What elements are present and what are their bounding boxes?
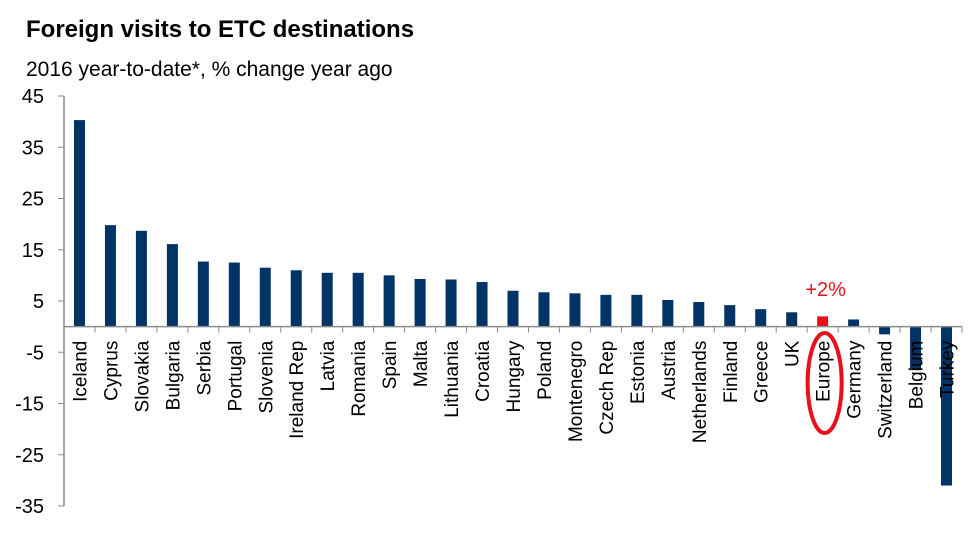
bar-germany xyxy=(848,319,860,327)
bar-ireland-rep xyxy=(290,270,302,327)
x-category-label: Germany xyxy=(845,340,866,419)
bar-estonia xyxy=(631,294,643,327)
x-category-label: Czech Rep xyxy=(597,341,618,435)
y-tick-label: 5 xyxy=(33,291,44,313)
x-category-label: Belgium xyxy=(907,341,928,410)
chart-subtitle: 2016 year-to-date*, % change year ago xyxy=(26,58,393,81)
bar-poland xyxy=(538,292,550,327)
bar-slovenia xyxy=(259,267,271,327)
bar-switzerland xyxy=(879,326,891,335)
x-category-label: Slovenia xyxy=(256,340,277,413)
x-category-label: Estonia xyxy=(628,340,649,404)
x-category-label: Iceland xyxy=(70,341,91,402)
bar-latvia xyxy=(321,272,333,327)
bar-croatia xyxy=(476,282,488,327)
chart-title: Foreign visits to ETC destinations xyxy=(26,16,415,43)
x-category-label: Portugal xyxy=(225,341,246,412)
highlight-label: +2% xyxy=(805,279,846,301)
y-tick-label: 15 xyxy=(22,240,44,262)
bars-group xyxy=(73,120,953,486)
x-category-label: Spain xyxy=(380,341,401,390)
bar-portugal xyxy=(228,262,240,327)
x-category-label: Finland xyxy=(721,341,742,403)
x-category-label: Turkey xyxy=(938,340,959,398)
x-category-label: Ireland Rep xyxy=(287,341,308,439)
bar-serbia xyxy=(197,261,209,327)
highlight-ellipse xyxy=(805,331,844,435)
bar-europe xyxy=(817,316,829,327)
x-category-label: Poland xyxy=(535,341,556,400)
x-category-label: Serbia xyxy=(194,340,215,395)
bar-bulgaria xyxy=(166,244,178,327)
x-category-label: Hungary xyxy=(504,340,525,412)
bar-netherlands xyxy=(693,302,705,327)
bar-belgium xyxy=(910,326,922,371)
y-tick-label: -15 xyxy=(15,394,44,416)
x-category-label: Latvia xyxy=(318,340,339,391)
x-category-label: Europe xyxy=(814,341,835,402)
bar-slovakia xyxy=(135,230,147,327)
category-labels-group: Iceland Cyprus Slovakia Bulgaria Serbia Portu… xyxy=(70,340,958,443)
x-category-label: Croatia xyxy=(473,340,494,402)
x-category-label: Montenegro xyxy=(566,341,587,442)
x-category-label: Malta xyxy=(411,340,432,387)
x-category-label: Netherlands xyxy=(690,341,711,443)
x-category-label: UK xyxy=(783,340,804,367)
bar-turkey xyxy=(941,326,953,486)
bar-lithuania xyxy=(445,279,457,327)
bar-hungary xyxy=(507,290,519,327)
y-ticks-group: 45 35 25 15 5 -5 -15 -25 -35 xyxy=(15,86,44,518)
y-tick-label: 35 xyxy=(22,137,44,159)
x-category-label: Greece xyxy=(752,341,773,403)
x-category-label: Austria xyxy=(659,340,680,400)
y-tick-label: -25 xyxy=(15,445,44,467)
bar-austria xyxy=(662,299,674,327)
bar-cyprus xyxy=(104,225,116,327)
x-category-label: Slovakia xyxy=(132,340,153,412)
x-category-label: Lithuania xyxy=(442,340,463,418)
bar-greece xyxy=(755,309,767,327)
bar-czech-rep xyxy=(600,294,612,327)
annotation-group: +2% xyxy=(805,279,846,435)
bar-spain xyxy=(383,275,395,327)
bar-montenegro xyxy=(569,293,581,327)
bar-romania xyxy=(352,272,364,327)
x-category-label: Cyprus xyxy=(101,341,122,401)
y-tick-label: 45 xyxy=(22,86,44,108)
x-category-label: Bulgaria xyxy=(163,340,184,410)
y-tick-label: 25 xyxy=(22,189,44,211)
bar-malta xyxy=(414,278,426,327)
x-category-label: Romania xyxy=(349,340,370,416)
y-tick-label: -5 xyxy=(26,342,44,364)
bar-finland xyxy=(724,305,736,327)
bar-uk xyxy=(786,312,798,327)
y-tick-label: -35 xyxy=(15,496,44,518)
axes-group xyxy=(58,95,963,507)
x-category-label: Switzerland xyxy=(876,341,897,439)
bar-iceland xyxy=(73,120,85,327)
